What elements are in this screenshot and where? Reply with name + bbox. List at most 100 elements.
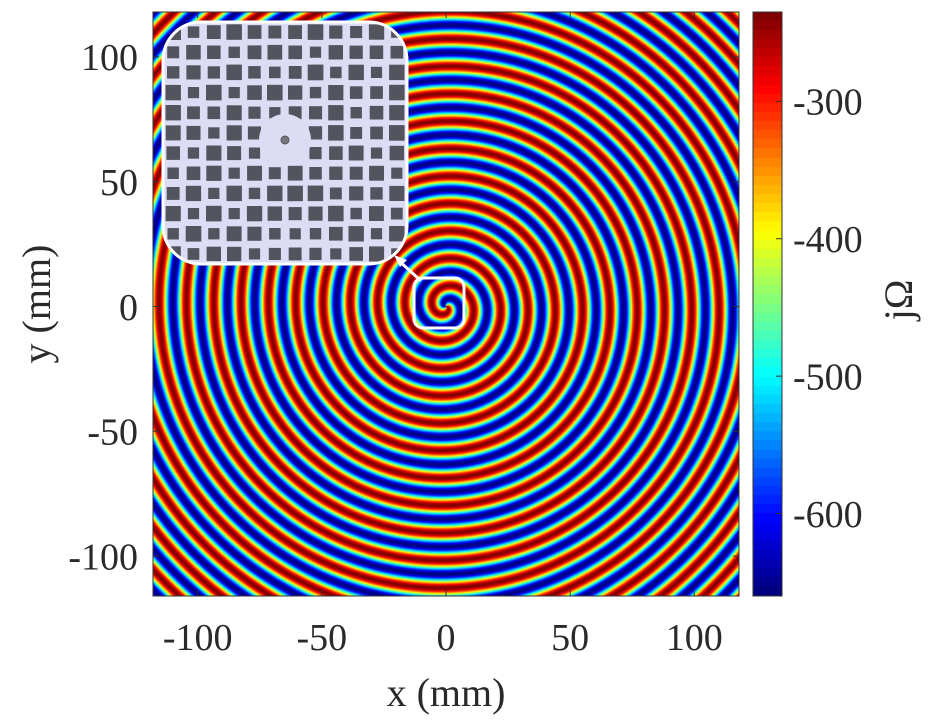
inset-patch (349, 166, 363, 180)
inset-patch (187, 87, 200, 99)
inset-patch (267, 185, 283, 202)
inset-patch (185, 185, 202, 202)
inset-patch (289, 228, 301, 240)
inset-patch (268, 167, 281, 180)
inset-patch (167, 167, 179, 179)
inset-patch (390, 207, 403, 220)
colorbar-tick-label: -600 (793, 494, 863, 536)
inset-patch (328, 205, 344, 222)
inset-patch (350, 127, 363, 139)
inset-patch (206, 84, 222, 101)
inset-patch (307, 24, 324, 40)
x-tick-label: 100 (666, 617, 723, 659)
inset-patch (228, 208, 240, 220)
inset-patch (269, 66, 281, 79)
inset-patch (166, 187, 180, 200)
inset-patch (187, 147, 200, 159)
inset-patch (287, 165, 303, 181)
inset-patch (269, 228, 281, 240)
inset-patch (369, 45, 384, 59)
center-marker-box (412, 276, 466, 330)
inset-patch (350, 107, 362, 119)
inset-patch (186, 166, 201, 181)
inset-patch (247, 165, 262, 181)
inset-patch (348, 145, 364, 161)
inset-patch (206, 25, 221, 39)
inset-patch (247, 45, 262, 60)
inset-patch (248, 66, 261, 79)
colorbar-tick-label: -400 (793, 219, 863, 261)
colorbar-tick-label: -300 (793, 82, 863, 124)
inset-patch (248, 106, 261, 119)
inset-patch (369, 105, 384, 120)
inset-patch (228, 87, 240, 99)
inset-patch (248, 187, 261, 200)
inset-patch (226, 226, 242, 242)
inset-patch (389, 185, 405, 201)
inset-patch (166, 146, 180, 160)
inset-patch (288, 247, 302, 261)
inset-patch (307, 185, 324, 202)
inset-patch (247, 126, 261, 140)
inset-patch (288, 207, 302, 221)
inset-patch (167, 228, 179, 240)
inset (161, 20, 409, 266)
inset-patch (227, 146, 242, 161)
inset-patch (247, 25, 262, 39)
y-tick-label: 0 (119, 287, 138, 329)
inset-patch (267, 44, 283, 60)
inset-patch (165, 206, 181, 222)
inset-patch (328, 45, 343, 60)
inset-patch (288, 25, 302, 39)
inset-patch (207, 106, 221, 120)
inset-patch (309, 247, 322, 260)
inset-patch (227, 246, 242, 262)
inset-patch (268, 25, 282, 39)
y-tick-label: 100 (81, 37, 138, 79)
inset-patch (307, 64, 324, 81)
inset-patch (328, 85, 344, 101)
inset-patch (165, 84, 181, 101)
inset-patch (165, 105, 181, 121)
inset-patch (389, 125, 405, 141)
inset-patch (267, 84, 283, 101)
inset-patch (287, 185, 303, 202)
inset-patch-array (165, 24, 405, 262)
inset-patch (206, 145, 222, 161)
inset-patch (187, 208, 200, 220)
inset-patch (187, 248, 200, 260)
inset-patch (226, 105, 242, 121)
inset-patch (308, 126, 323, 140)
inset-patch (185, 226, 202, 242)
inset-border (161, 20, 409, 266)
inset-patch (288, 45, 302, 60)
inset-patch (247, 85, 262, 100)
inset-patch (226, 24, 242, 40)
inset-patch (329, 187, 342, 200)
colorbar-label: jΩ (876, 280, 921, 323)
inset-patch (228, 46, 240, 58)
inset-patch (370, 228, 383, 240)
inset-patch (389, 64, 405, 81)
inset-patch (349, 45, 363, 59)
inset-patch (309, 86, 322, 99)
colorbar (753, 12, 782, 596)
inset-patch (226, 125, 242, 141)
inset-patch (369, 246, 385, 262)
inset-patch (350, 207, 362, 220)
y-tick-label: -50 (87, 412, 138, 454)
inset-patch (268, 247, 281, 260)
inset-patch (309, 46, 322, 58)
inset-patch (370, 187, 383, 200)
inset-patch (288, 85, 303, 100)
inset-patch (309, 167, 322, 180)
inset-patch (328, 105, 344, 121)
inset-patch (349, 247, 363, 261)
inset-patch (186, 125, 201, 140)
inset-patch (390, 45, 404, 59)
inset-patch (206, 205, 222, 222)
inset-patch (269, 107, 281, 119)
inset-patch (248, 147, 261, 159)
